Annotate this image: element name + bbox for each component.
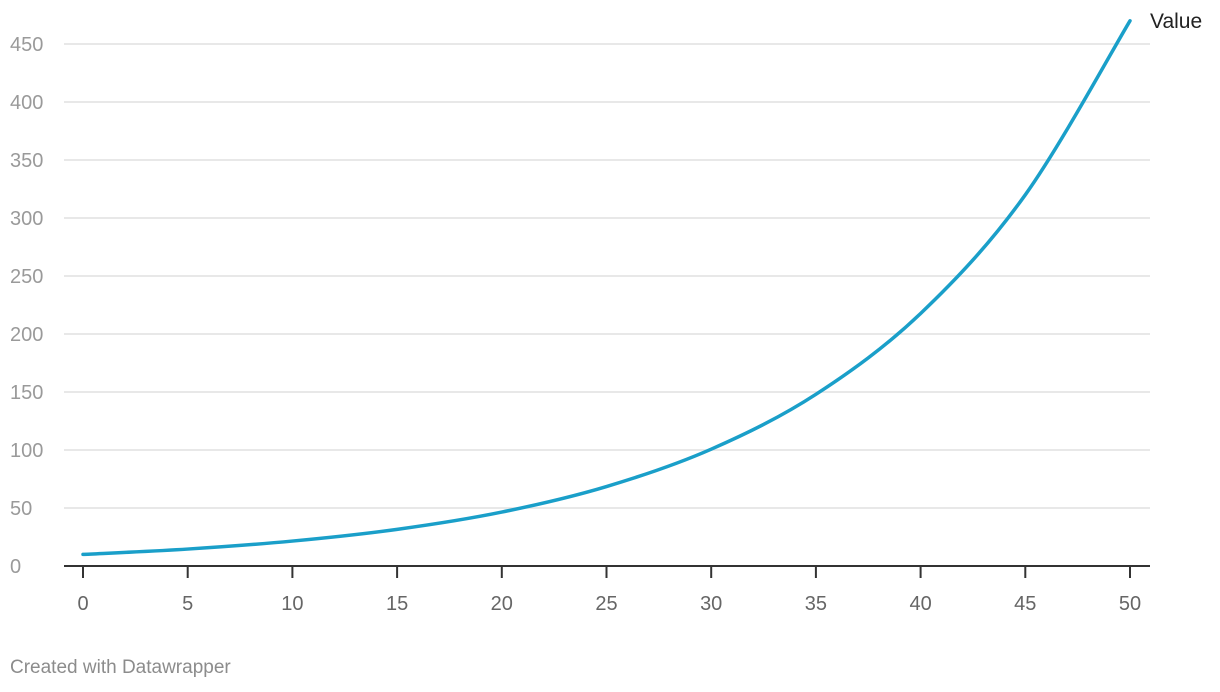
x-tick-label: 50: [1119, 593, 1141, 615]
x-tick-label: 30: [700, 593, 722, 615]
y-tick-label: 400: [10, 92, 43, 114]
x-tick-label: 25: [595, 593, 617, 615]
x-tick-label: 5: [182, 593, 193, 615]
x-tick-label: 45: [1014, 593, 1036, 615]
y-tick-label: 50: [10, 498, 32, 520]
series-label: Value: [1150, 10, 1202, 33]
series-group: Value: [81, 10, 1202, 557]
y-axis-tick-labels: 0 50 100 150 200 250 300 350 400 450: [10, 34, 43, 578]
y-tick-label: 300: [10, 208, 43, 230]
x-tick-label: 35: [805, 593, 827, 615]
y-tick-label: 250: [10, 266, 43, 288]
series-line-0: [81, 19, 1132, 557]
gridlines: [64, 43, 1150, 509]
x-tick-label: 0: [77, 593, 88, 615]
x-tick-label: 40: [909, 593, 931, 615]
y-tick-label: 450: [10, 34, 43, 56]
y-tick-label: 0: [10, 556, 21, 578]
x-axis: 0 5 10 15 20 25 30 35 40 45 50: [64, 565, 1150, 615]
x-tick-label: 20: [491, 593, 513, 615]
y-tick-label: 200: [10, 324, 43, 346]
y-tick-label: 150: [10, 382, 43, 404]
y-tick-label: 350: [10, 150, 43, 172]
y-tick-label: 100: [10, 440, 43, 462]
x-tick-label: 15: [386, 593, 408, 615]
x-tick-label: 10: [281, 593, 303, 615]
footer-credit: Created with Datawrapper: [10, 657, 231, 678]
